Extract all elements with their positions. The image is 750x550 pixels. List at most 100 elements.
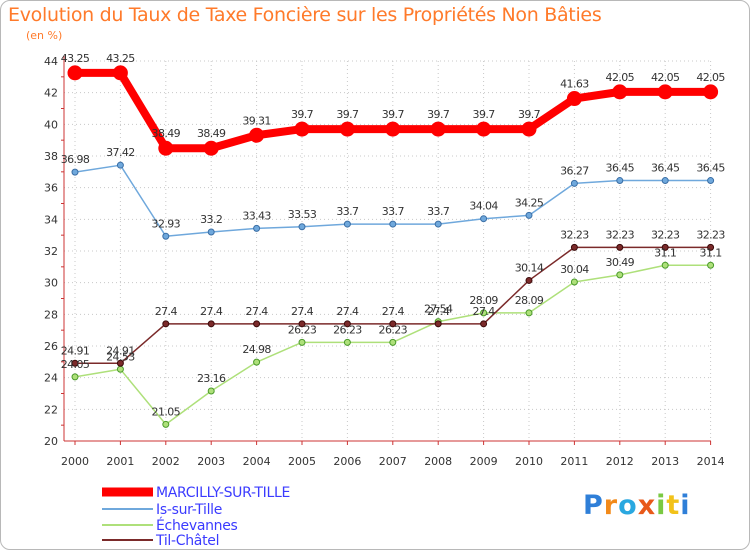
logo-letter: x xyxy=(637,490,657,521)
data-label: 33.7 xyxy=(382,205,405,218)
data-label: 28.09 xyxy=(515,294,544,307)
data-point xyxy=(566,91,582,107)
data-label: 24.05 xyxy=(61,358,90,371)
data-point xyxy=(703,84,719,100)
data-label: 27.4 xyxy=(291,305,314,318)
data-label: 21.05 xyxy=(152,405,181,418)
data-point xyxy=(525,276,533,284)
data-point xyxy=(570,179,578,187)
data-label: 33.7 xyxy=(336,205,359,218)
data-point xyxy=(298,338,306,346)
logo-letter: i xyxy=(680,490,691,521)
data-point xyxy=(707,261,715,269)
data-label: 28.09 xyxy=(469,294,498,307)
data-point xyxy=(570,243,578,251)
x-tick-label: 2007 xyxy=(379,455,407,468)
chart-title: Evolution du Taux de Taxe Foncière sur l… xyxy=(8,4,602,26)
data-point xyxy=(657,84,673,100)
data-point xyxy=(476,121,492,137)
data-point xyxy=(707,243,715,251)
data-label: 34.04 xyxy=(469,200,498,213)
y-tick-label: 42 xyxy=(44,87,58,100)
data-label: 32.93 xyxy=(152,217,181,230)
data-point xyxy=(570,278,578,286)
data-label: 42.05 xyxy=(696,71,725,84)
data-label: 30.14 xyxy=(515,261,544,274)
data-point xyxy=(298,223,306,231)
data-point xyxy=(434,220,442,228)
data-point xyxy=(253,358,261,366)
y-axis-unit: (en %) xyxy=(26,29,63,42)
data-point xyxy=(158,140,174,156)
data-label: 26.23 xyxy=(288,323,317,336)
data-label: 39.7 xyxy=(473,108,496,121)
data-label: 36.27 xyxy=(560,164,589,177)
data-point xyxy=(112,65,128,81)
data-label: 24.91 xyxy=(61,344,90,357)
data-label: 37.42 xyxy=(106,146,135,159)
x-tick-label: 2001 xyxy=(106,455,134,468)
y-tick-label: 44 xyxy=(44,55,58,68)
data-label: 32.23 xyxy=(606,228,635,241)
x-tick-label: 2010 xyxy=(515,455,543,468)
data-point xyxy=(480,309,488,317)
data-point xyxy=(116,365,124,373)
data-point xyxy=(343,220,351,228)
data-point xyxy=(612,84,628,100)
data-label: 33.43 xyxy=(242,209,271,222)
y-tick-label: 38 xyxy=(44,150,58,163)
data-label: 27.4 xyxy=(200,305,223,318)
data-label: 33.2 xyxy=(200,213,222,226)
legend-label: Til-Châtel xyxy=(155,533,219,549)
data-label: 27.4 xyxy=(155,305,178,318)
data-label: 26.23 xyxy=(379,323,408,336)
data-label: 31.1 xyxy=(700,246,722,259)
data-point xyxy=(162,420,170,428)
x-tick-label: 2006 xyxy=(333,455,361,468)
data-point xyxy=(430,121,446,137)
y-tick-label: 34 xyxy=(44,213,58,226)
data-point xyxy=(661,243,669,251)
proxiti-logo: Proxiti xyxy=(583,490,691,521)
legend-label: MARCILLY-SUR-TILLE xyxy=(156,485,290,501)
data-point xyxy=(253,320,261,328)
x-tick-label: 2008 xyxy=(424,455,452,468)
data-point xyxy=(616,271,624,279)
data-point xyxy=(298,320,306,328)
data-label: 27.4 xyxy=(246,305,269,318)
data-label: 27.54 xyxy=(424,303,453,316)
y-tick-label: 26 xyxy=(44,340,58,353)
data-point xyxy=(616,177,624,185)
logo-letter: o xyxy=(618,490,638,521)
data-label: 33.7 xyxy=(427,205,450,218)
x-tick-label: 2005 xyxy=(288,455,316,468)
data-point xyxy=(207,387,215,395)
data-label: 38.49 xyxy=(152,127,181,140)
data-label: 43.25 xyxy=(61,52,90,65)
data-point xyxy=(525,211,533,219)
data-point xyxy=(343,320,351,328)
data-point xyxy=(294,121,310,137)
logo-letter: r xyxy=(603,490,619,521)
data-label: 26.23 xyxy=(333,323,362,336)
data-label: 39.7 xyxy=(336,108,359,121)
data-point xyxy=(116,359,124,367)
data-point xyxy=(434,320,442,328)
data-point xyxy=(67,65,83,81)
x-tick-label: 2004 xyxy=(243,455,271,468)
data-label: 27.4 xyxy=(473,305,496,318)
x-tick-label: 2002 xyxy=(152,455,180,468)
y-tick-label: 36 xyxy=(44,182,58,195)
data-label: 32.23 xyxy=(651,228,680,241)
data-point xyxy=(480,215,488,223)
data-label: 27.4 xyxy=(382,305,405,318)
data-point xyxy=(203,140,219,156)
x-tick-label: 2003 xyxy=(197,455,225,468)
x-tick-label: 2000 xyxy=(61,455,89,468)
y-tick-label: 24 xyxy=(44,372,58,385)
data-point xyxy=(480,320,488,328)
data-point xyxy=(116,161,124,169)
x-tick-label: 2013 xyxy=(651,455,679,468)
data-label: 24.53 xyxy=(106,350,135,363)
